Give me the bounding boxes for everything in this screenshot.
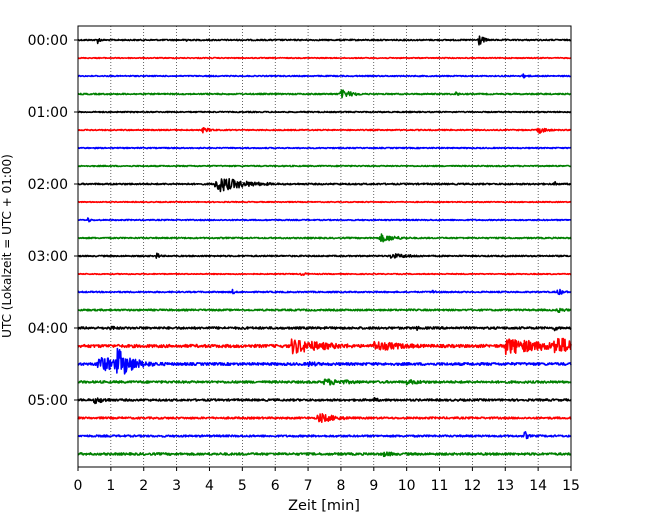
seismogram-trace <box>77 233 572 243</box>
seismogram-trace <box>77 56 572 60</box>
seismogram-trace <box>77 337 572 356</box>
x-tick-label: 4 <box>205 478 214 494</box>
seismogram-trace <box>77 378 572 386</box>
x-tick-label: 10 <box>398 478 416 494</box>
x-tick-label: 12 <box>463 478 481 494</box>
seismogram-trace <box>77 200 572 204</box>
seismogram-trace <box>77 110 572 114</box>
x-tick-label: 14 <box>529 478 547 494</box>
y-tick-label: 00:00 <box>28 33 68 49</box>
x-tick-label: 1 <box>106 478 115 494</box>
y-tick-label: 05:00 <box>28 393 68 409</box>
seismogram-trace <box>77 288 572 296</box>
seismogram-trace <box>77 73 572 79</box>
x-tick-label: 5 <box>238 478 247 494</box>
seismogram-traces <box>77 35 572 458</box>
seismogram-trace <box>77 451 572 458</box>
seismogram-trace <box>77 413 572 423</box>
x-tick-label: 13 <box>496 478 514 494</box>
y-tick-label: 03:00 <box>28 249 68 265</box>
x-tick-label: 11 <box>431 478 449 494</box>
seismogram-trace <box>77 252 572 259</box>
seismogram-trace <box>77 431 572 440</box>
x-tick-label: 2 <box>139 478 148 494</box>
y-tick-label: 01:00 <box>28 105 68 121</box>
seismogram-trace <box>77 307 572 313</box>
x-tick-label: 3 <box>172 478 181 494</box>
x-axis-label: Zeit [min] <box>288 498 360 514</box>
seismogram-trace <box>77 164 572 168</box>
x-axis-ticks: 0 1 2 3 4 5 6 7 8 9 10 11 12 13 14 15 <box>74 467 580 494</box>
seismogram-trace <box>77 397 572 405</box>
seismogram-trace <box>77 272 572 276</box>
y-tick-label: 04:00 <box>28 321 68 337</box>
seismogram-trace <box>77 146 572 150</box>
seismogram-trace <box>77 178 572 193</box>
seismogram-trace <box>77 217 572 223</box>
plot-frame <box>77 25 572 468</box>
seismogram-trace <box>77 325 572 332</box>
seismogram-trace <box>77 347 572 375</box>
x-tick-label: 6 <box>271 478 280 494</box>
seismogram-trace <box>77 89 572 99</box>
x-tick-label: 15 <box>562 478 580 494</box>
x-tick-label: 0 <box>74 478 83 494</box>
x-tick-label: 7 <box>304 478 313 494</box>
x-tick-label: 8 <box>336 478 345 494</box>
seismogram-trace <box>77 127 572 134</box>
x-tick-label: 9 <box>369 478 378 494</box>
y-tick-label: 02:00 <box>28 177 68 193</box>
y-axis-label: UTC (Lokalzeit = UTC + 01:00) <box>0 154 14 338</box>
seismogram-trace <box>77 35 572 46</box>
y-axis-ticks: 00:00 01:00 02:00 03:00 04:00 05:00 <box>28 33 78 409</box>
